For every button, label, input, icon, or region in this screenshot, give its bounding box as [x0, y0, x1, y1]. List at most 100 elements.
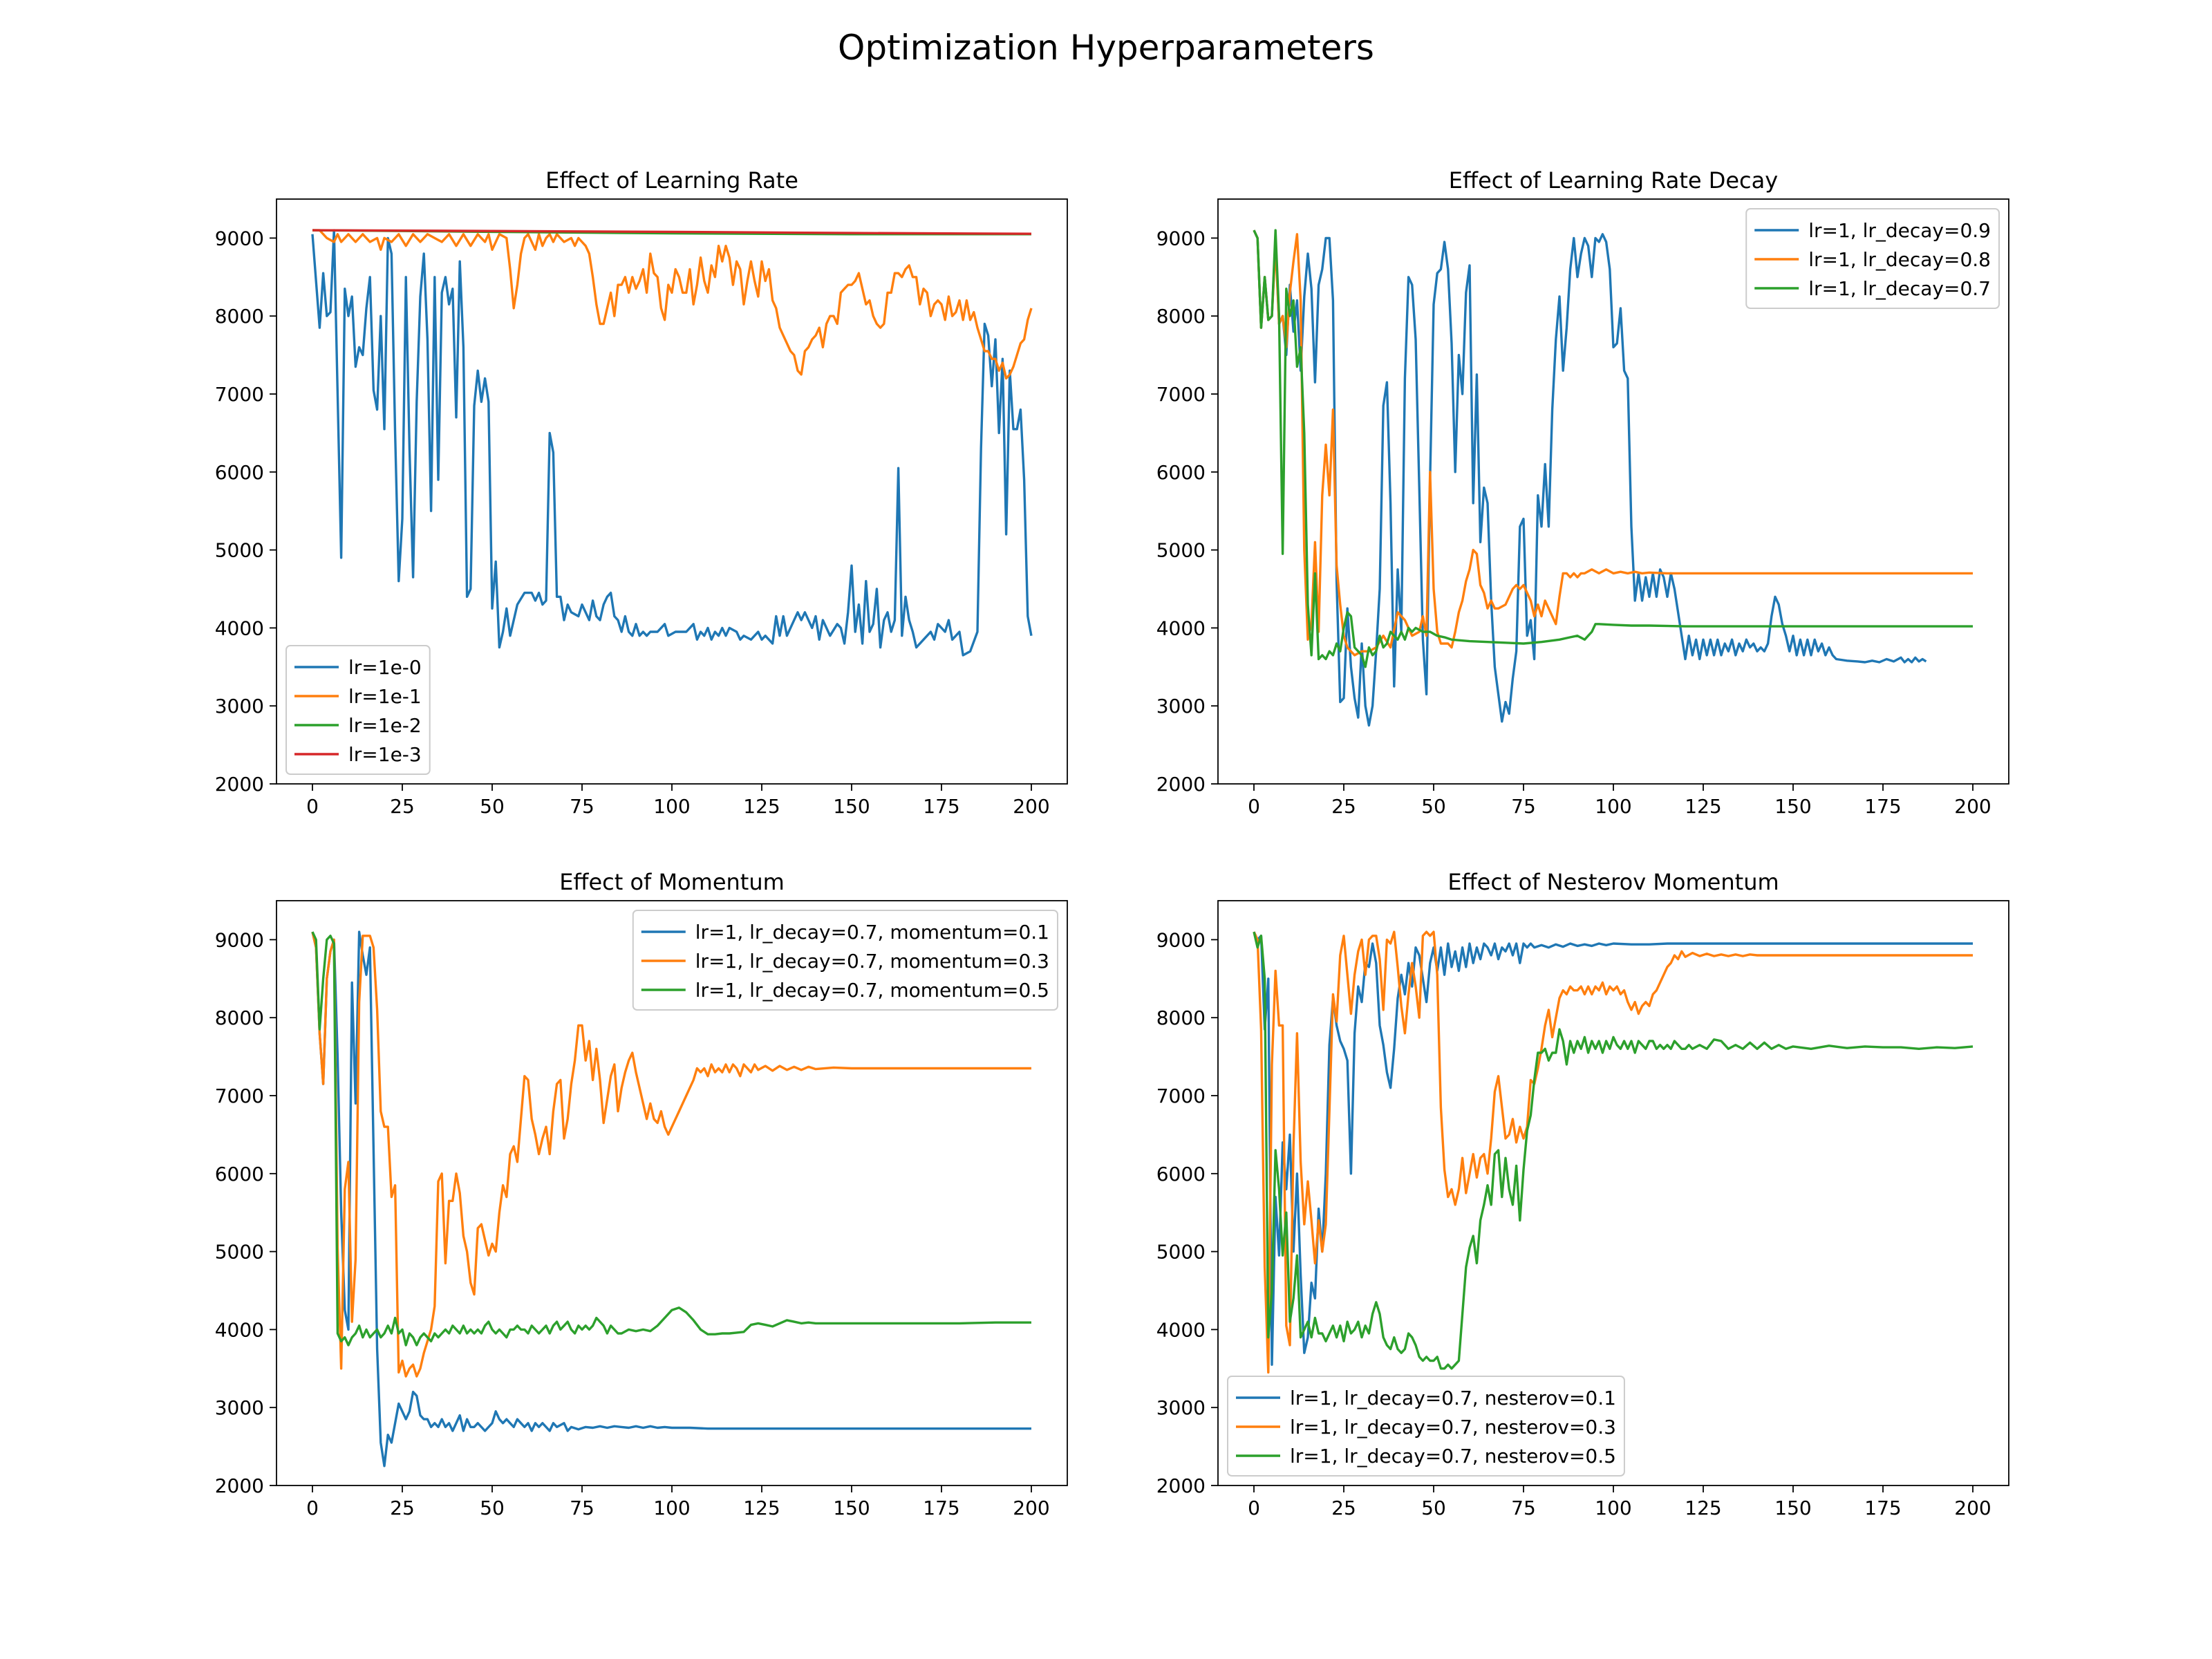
legend-label-lr-1e-2: lr=1e-2	[348, 714, 422, 737]
series-line-lr-1-lr-decay-0-7-nesterov-0-5	[1253, 931, 1974, 1370]
legend: lr=1, lr_decay=0.9 lr=1, lr_decay=0.8 lr=1…	[1745, 208, 2000, 309]
legend: lr=1, lr_decay=0.7, nesterov=0.1 lr=1, lr…	[1227, 1376, 1625, 1477]
y-tick-label: 9000	[1156, 227, 1206, 250]
y-tick-label: 8000	[1156, 305, 1206, 328]
y-tick-label: 3000	[215, 695, 264, 718]
subplot-nesterov-momentum: Effect of Nesterov Momentum 0 25 50 75 100 12…	[1156, 869, 2009, 1519]
x-tick-label: 200	[1954, 795, 1991, 818]
x-tick-label: 150	[833, 1497, 870, 1519]
y-tick-label: 8000	[215, 305, 264, 328]
x-tick-label: 125	[1685, 1497, 1721, 1519]
y-tick-label: 3000	[1156, 1396, 1206, 1419]
plot-area-nesterov-momentum: 0 25 50 75 100 125 150 175 200 2000 3000 4000 5000 60…	[1156, 900, 2009, 1519]
y-tick-label: 9000	[215, 928, 264, 951]
legend-label-lr-1-lr-decay-0-7-momentum-0-3: lr=1, lr_decay=0.7, momentum=0.3	[695, 950, 1049, 973]
y-tick-label: 7000	[1156, 1085, 1206, 1107]
legend-box	[1227, 1376, 1625, 1477]
y-tick-label: 5000	[215, 539, 264, 562]
y-tick-label: 5000	[215, 1241, 264, 1264]
legend-label-lr-1-lr-decay-0-7: lr=1, lr_decay=0.7	[1808, 277, 1991, 300]
x-tick-label: 75	[570, 795, 594, 818]
x-tick-label: 200	[1013, 1497, 1049, 1519]
x-tick-label: 75	[1511, 1497, 1536, 1519]
y-tick-label: 4000	[1156, 617, 1206, 639]
x-tick-label: 50	[1421, 1497, 1446, 1519]
legend-label-lr-1-lr-decay-0-7-nesterov-0-1: lr=1, lr_decay=0.7, nesterov=0.1	[1290, 1387, 1616, 1409]
legend-label-lr-1-lr-decay-0-7-momentum-0-1: lr=1, lr_decay=0.7, momentum=0.1	[695, 921, 1049, 944]
plot-area-learning-rate-decay: 0 25 50 75 100 125 150 175 200 2000 3000 4000 5000 60…	[1156, 198, 2009, 818]
legend-label-lr-1-lr-decay-0-7-momentum-0-5: lr=1, lr_decay=0.7, momentum=0.5	[695, 979, 1049, 1002]
legend-label-lr-1e-3: lr=1e-3	[348, 743, 422, 766]
legend-box	[285, 645, 431, 775]
x-tick-label: 175	[923, 1497, 959, 1519]
legend-label-lr-1e-1: lr=1e-1	[348, 685, 422, 708]
x-tick-label: 175	[923, 795, 959, 818]
x-tick-label: 175	[1864, 1497, 1901, 1519]
y-tick-label: 8000	[215, 1006, 264, 1029]
y-tick-label: 2000	[215, 773, 264, 796]
y-tick-label: 4000	[1156, 1318, 1206, 1341]
x-tick-label: 150	[1774, 1497, 1811, 1519]
x-tick-label: 150	[833, 795, 870, 818]
plot-area-momentum: 0 25 50 75 100 125 150 175 200 2000 3000 4000 5000 60…	[215, 900, 1068, 1519]
plot-area-learning-rate: 0 25 50 75 100 125 150 175 200 2000 3000 4000 5000 60…	[215, 198, 1068, 818]
x-tick-label: 175	[1864, 795, 1901, 818]
series-line-lr-1-lr-decay-0-7-momentum-0-5	[311, 931, 1031, 1347]
subplot-title-momentum: Effect of Momentum	[559, 869, 785, 895]
x-tick-label: 50	[480, 1497, 505, 1519]
x-tick-label: 50	[480, 795, 505, 818]
y-tick-label: 7000	[215, 1085, 264, 1107]
x-tick-label: 100	[653, 1497, 690, 1519]
x-tick-label: 0	[306, 795, 319, 818]
legend-label-lr-1-lr-decay-0-7-nesterov-0-3: lr=1, lr_decay=0.7, nesterov=0.3	[1290, 1416, 1616, 1438]
x-tick-label: 200	[1954, 1497, 1991, 1519]
y-tick-label: 3000	[215, 1396, 264, 1419]
x-tick-label: 100	[653, 795, 690, 818]
legend-label-lr-1-lr-decay-0-7-nesterov-0-5: lr=1, lr_decay=0.7, nesterov=0.5	[1290, 1445, 1616, 1468]
x-tick-label: 150	[1774, 795, 1811, 818]
x-tick-label: 0	[1248, 795, 1260, 818]
x-tick-label: 25	[390, 1497, 415, 1519]
x-tick-label: 100	[1595, 795, 1631, 818]
y-tick-label: 9000	[1156, 928, 1206, 951]
subplot-momentum: Effect of Momentum 0 25 50 75 100 125 150 175 20…	[215, 869, 1068, 1519]
x-tick-label: 125	[1685, 795, 1721, 818]
y-tick-label: 7000	[215, 383, 264, 406]
x-tick-label: 100	[1595, 1497, 1631, 1519]
y-tick-label: 4000	[215, 617, 264, 639]
series-line-lr-1-lr-decay-0-9	[1253, 229, 1927, 727]
y-tick-label: 4000	[215, 1318, 264, 1341]
y-tick-label: 2000	[215, 1474, 264, 1497]
subplot-learning-rate: Effect of Learning Rate 0 25 50 75 100 125 150…	[215, 167, 1068, 818]
x-tick-label: 125	[743, 795, 780, 818]
subplot-learning-rate-decay: Effect of Learning Rate Decay 0 25 50 75 100…	[1156, 167, 2009, 818]
x-tick-label: 0	[1248, 1497, 1260, 1519]
legend-box	[1745, 208, 2000, 309]
y-tick-label: 6000	[1156, 461, 1206, 484]
y-tick-label: 6000	[1156, 1163, 1206, 1185]
x-tick-label: 50	[1421, 795, 1446, 818]
series-line-lr-1-lr-decay-0-7-nesterov-0-3	[1253, 930, 1973, 1374]
y-tick-label: 5000	[1156, 1241, 1206, 1264]
y-tick-label: 2000	[1156, 1474, 1206, 1497]
subplot-title-nesterov-momentum: Effect of Nesterov Momentum	[1447, 869, 1779, 895]
x-tick-label: 200	[1013, 795, 1049, 818]
legend-label-lr-1e-0: lr=1e-0	[348, 656, 422, 679]
series-line-lr-1e-0	[311, 229, 1033, 657]
series-line-lr-1e-3	[312, 229, 1032, 235]
series-line-lr-1-lr-decay-0-7	[1253, 229, 1973, 668]
y-tick-label: 8000	[1156, 1006, 1206, 1029]
subplot-title-learning-rate: Effect of Learning Rate	[545, 167, 798, 194]
legend-box	[632, 910, 1058, 1011]
y-tick-label: 6000	[215, 1163, 264, 1185]
x-tick-label: 75	[570, 1497, 594, 1519]
y-tick-label: 5000	[1156, 539, 1206, 562]
legend-label-lr-1-lr-decay-0-8: lr=1, lr_decay=0.8	[1808, 248, 1991, 271]
legend-label-lr-1-lr-decay-0-9: lr=1, lr_decay=0.9	[1808, 219, 1991, 242]
x-tick-label: 125	[743, 1497, 780, 1519]
x-tick-label: 25	[390, 795, 415, 818]
legend: lr=1e-0 lr=1e-1 lr=1e-2 lr=1e-3	[285, 645, 431, 775]
y-tick-label: 6000	[215, 461, 264, 484]
series-line-lr-1e-1	[312, 229, 1033, 380]
